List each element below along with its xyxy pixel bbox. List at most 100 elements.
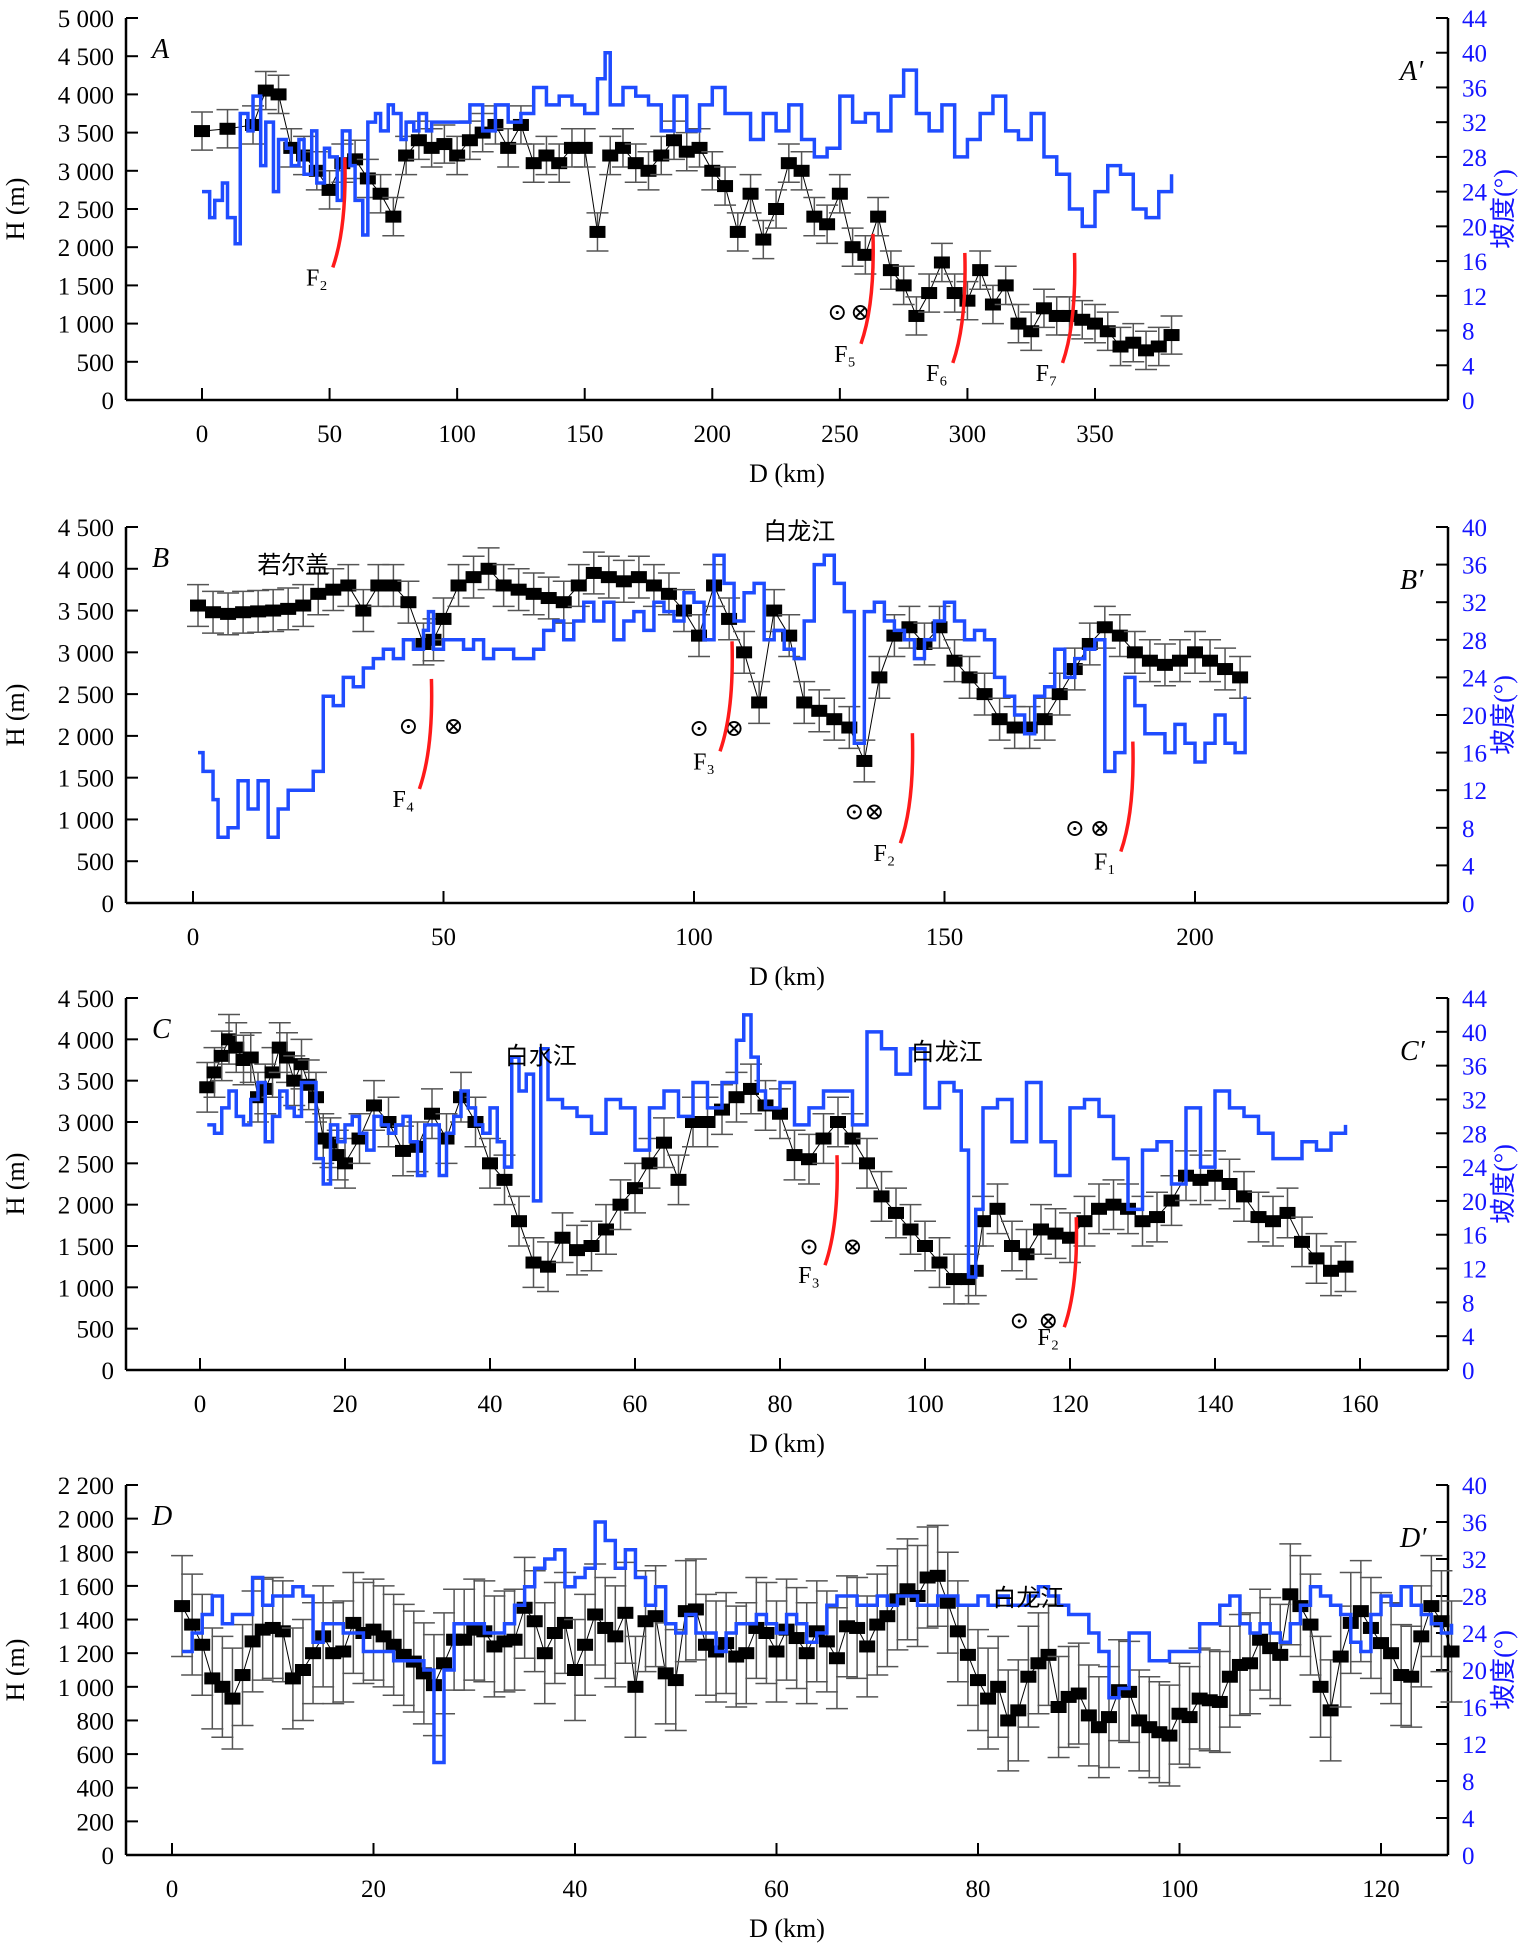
elevation-point xyxy=(1373,1637,1389,1650)
elevation-line xyxy=(206,1038,1346,1280)
elevation-point xyxy=(704,164,721,177)
y-right-tick-label: 24 xyxy=(1462,1155,1488,1182)
y-axis-title: H (m) xyxy=(1,684,30,747)
fault-trace xyxy=(417,678,434,790)
out-of-page-symbol: ⊙ xyxy=(844,799,864,825)
elevation-point xyxy=(849,1621,866,1634)
elevation-point xyxy=(755,233,772,246)
elevation-point xyxy=(219,122,236,135)
y-right-tick-label: 24 xyxy=(1462,665,1488,692)
fault-label: F₄ xyxy=(393,787,415,813)
elevation-point xyxy=(214,1680,231,1693)
elevation-point xyxy=(1221,1178,1238,1190)
out-of-page-symbol: ⊙ xyxy=(398,714,418,740)
elevation-point xyxy=(931,1256,948,1269)
elevation-point xyxy=(908,309,925,322)
elevation-point xyxy=(990,1680,1007,1693)
elevation-point xyxy=(495,579,512,592)
y-right-tick-label: 12 xyxy=(1462,1732,1487,1759)
elevation-point xyxy=(551,157,568,170)
elevation-point xyxy=(627,157,644,170)
elevation-point xyxy=(949,1625,966,1638)
y-tick-label: 2 000 xyxy=(58,724,114,751)
elevation-point xyxy=(1076,1215,1093,1228)
into-page-symbol: ⊗ xyxy=(443,714,463,740)
fault-label: F₂ xyxy=(306,265,328,291)
elevation-point xyxy=(355,604,372,617)
elevation-point xyxy=(939,1596,956,1609)
elevation-point xyxy=(786,1149,803,1162)
elevation-point xyxy=(577,1638,594,1651)
elevation-point xyxy=(555,596,572,609)
elevation-point xyxy=(194,125,210,138)
elevation-point xyxy=(818,1635,835,1648)
elevation-point xyxy=(1062,1231,1078,1244)
elevation-point xyxy=(796,696,813,709)
elevation-point xyxy=(480,562,497,575)
elevation-point xyxy=(587,1608,604,1621)
elevation-point xyxy=(653,149,670,162)
elevation-point xyxy=(687,1603,704,1616)
panel-label-left: B xyxy=(152,543,169,574)
elevation-point xyxy=(538,149,555,162)
elevation-point xyxy=(1125,336,1142,349)
elevation-point xyxy=(768,1645,785,1658)
y-tick-label: 1 500 xyxy=(58,1234,114,1261)
y-tick-label: 500 xyxy=(77,1317,115,1344)
elevation-series xyxy=(191,70,1183,371)
y-right-tick-label: 0 xyxy=(1462,1358,1475,1385)
y-right-tick-label: 40 xyxy=(1462,41,1487,68)
elevation-point xyxy=(321,183,338,196)
elevation-point xyxy=(213,1049,230,1062)
elevation-point xyxy=(738,1647,755,1660)
y-tick-label: 4 000 xyxy=(58,82,114,109)
elevation-point xyxy=(641,1157,658,1170)
panel-label-right: B′ xyxy=(1400,565,1424,596)
x-tick-label: 50 xyxy=(431,924,456,951)
elevation-point xyxy=(1242,1657,1259,1670)
elevation-point xyxy=(1023,325,1040,338)
elevation-point xyxy=(436,138,453,151)
elevation-point xyxy=(1033,1223,1049,1236)
y-tick-label: 4 000 xyxy=(58,1027,114,1054)
y-right-tick-label: 20 xyxy=(1462,1189,1487,1216)
elevation-point xyxy=(310,587,327,600)
elevation-point xyxy=(768,203,785,215)
y-tick-label: 3 000 xyxy=(58,640,114,667)
y-right-tick-label: 44 xyxy=(1462,6,1488,33)
elevation-point xyxy=(294,1664,311,1676)
elevation-point xyxy=(540,1260,556,1273)
elevation-series xyxy=(187,547,1252,783)
y-right-axis-title: 坡度(°) xyxy=(1489,169,1518,249)
elevation-point xyxy=(1090,1721,1107,1734)
y-right-tick-label: 24 xyxy=(1462,180,1488,207)
x-tick-label: 150 xyxy=(926,924,964,951)
elevation-point xyxy=(961,671,978,684)
y-right-tick-label: 36 xyxy=(1462,1510,1487,1537)
x-tick-label: 160 xyxy=(1341,1391,1379,1418)
elevation-point xyxy=(991,713,1008,726)
elevation-point xyxy=(220,607,237,620)
y-tick-label: 800 xyxy=(77,1708,115,1735)
elevation-point xyxy=(1265,1215,1281,1228)
fault-label: F₂ xyxy=(1037,1325,1059,1351)
elevation-point xyxy=(751,696,768,709)
river-label: 白龙江 xyxy=(911,1039,983,1066)
elevation-point xyxy=(385,579,402,592)
fault-trace xyxy=(859,233,875,345)
elevation-point xyxy=(242,1051,259,1064)
elevation-point xyxy=(1134,1215,1151,1228)
elevation-point xyxy=(1149,1211,1165,1224)
elevation-point xyxy=(174,1600,191,1613)
elevation-point xyxy=(627,1680,644,1693)
elevation-point xyxy=(959,294,976,307)
out-of-page-symbol: ⊙ xyxy=(1009,1309,1029,1335)
elevation-point xyxy=(436,1657,453,1670)
elevation-point xyxy=(1272,1648,1289,1661)
elevation-point xyxy=(1100,1711,1117,1724)
elevation-point xyxy=(1192,1173,1209,1186)
y-right-tick-label: 4 xyxy=(1462,853,1475,880)
elevation-point xyxy=(831,187,848,200)
elevation-point xyxy=(510,583,527,596)
elevation-point xyxy=(1413,1630,1430,1643)
